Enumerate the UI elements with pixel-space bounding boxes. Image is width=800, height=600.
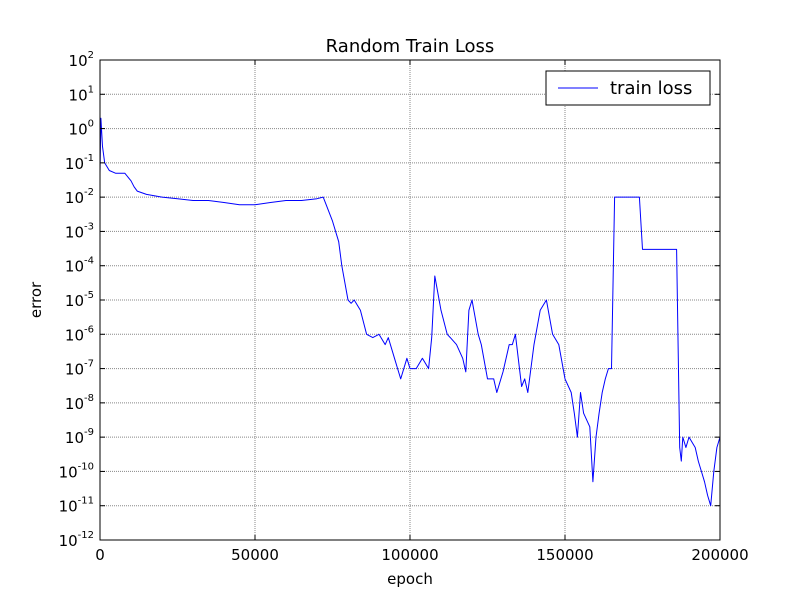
tick-marks	[99, 59, 721, 541]
y-tick-label: 10-4	[65, 256, 94, 276]
grid-lines	[100, 60, 720, 540]
y-tick-label: 10-11	[59, 496, 94, 516]
y-tick-label: 10-5	[65, 290, 94, 310]
legend-label-train-loss: train loss	[610, 78, 692, 99]
y-axis-label: error	[27, 281, 45, 318]
y-tick-label: 10-3	[65, 221, 94, 241]
x-tick-label: 50000	[231, 546, 279, 564]
x-tick-label: 0	[95, 546, 105, 564]
y-tick-label: 101	[69, 84, 94, 104]
y-tick-labels: 102 101 100 10-1 10-2 10-3 10-4 10-5 10-6 10-7 10-…	[59, 50, 94, 550]
y-tick-label: 102	[69, 50, 94, 70]
x-tick-labels: 0 50000 100000 150000 200000	[95, 546, 748, 564]
y-tick-label: 10-1	[65, 153, 94, 173]
series-group	[99, 117, 721, 507]
x-axis-label: epoch	[387, 570, 433, 588]
chart-title: Random Train Loss	[326, 36, 495, 57]
series-line-train-loss	[99, 117, 721, 507]
y-tick-label: 10-12	[59, 530, 94, 550]
y-tick-label: 10-6	[65, 324, 94, 344]
x-tick-label: 150000	[536, 546, 593, 564]
y-tick-label: 10-2	[65, 187, 94, 207]
y-tick-label: 100	[69, 119, 94, 139]
y-tick-label: 10-9	[65, 427, 94, 447]
x-tick-label: 100000	[381, 546, 438, 564]
y-tick-label: 10-10	[59, 461, 94, 481]
y-tick-label: 10-7	[65, 359, 94, 379]
y-tick-label: 10-8	[65, 393, 94, 413]
x-tick-label: 200000	[691, 546, 748, 564]
legend: train loss	[545, 70, 711, 106]
